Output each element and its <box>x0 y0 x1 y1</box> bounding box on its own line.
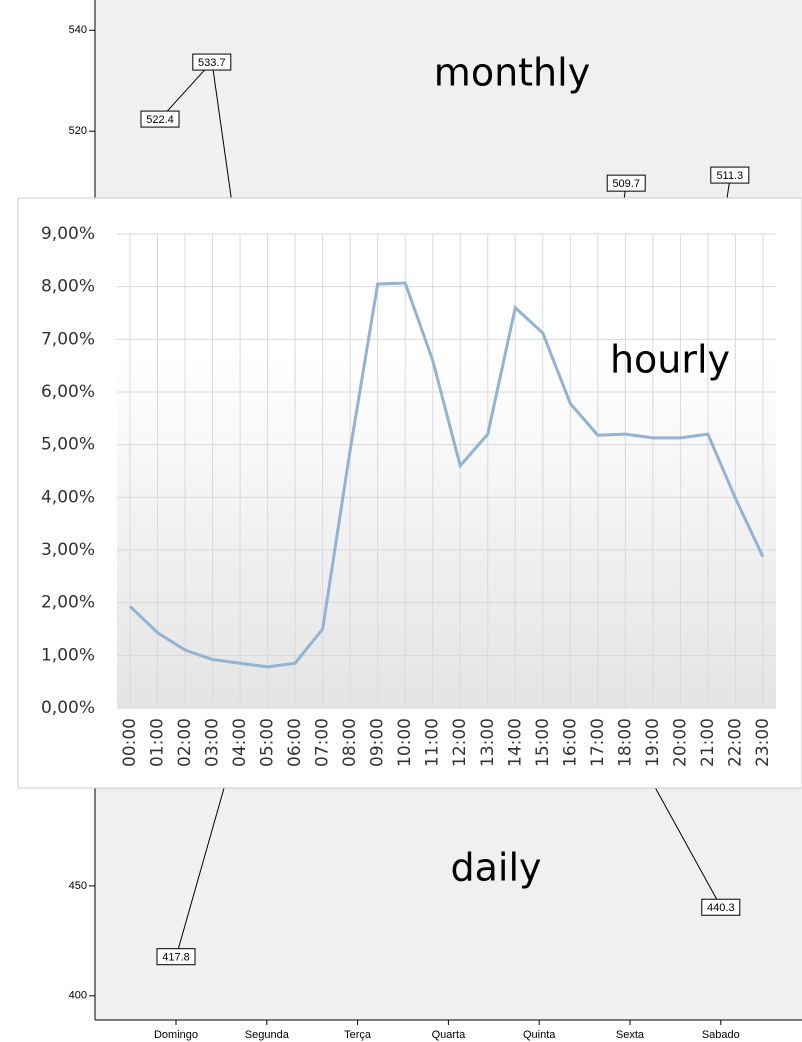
monthly-chart: 520 540 522.4 533.7 509.7 511.3 monthly <box>69 24 750 192</box>
x-tick-label: 12:00 <box>450 718 470 767</box>
x-tick-label: Quarta <box>432 1029 467 1041</box>
x-tick-label: 01:00 <box>148 718 168 767</box>
data-label: 417.8 <box>162 952 190 964</box>
data-label: 522.4 <box>146 114 174 126</box>
data-label-box <box>140 110 180 128</box>
data-label: 511.3 <box>716 170 743 182</box>
chart-title: hourly <box>610 338 730 382</box>
x-tick-label: Quinta <box>523 1029 556 1041</box>
x-tick-label: 02:00 <box>175 718 195 767</box>
y-tick-label: 400 <box>69 990 87 1002</box>
x-tick-label: 20:00 <box>670 718 690 767</box>
x-tick-label: Sexta <box>616 1029 645 1041</box>
y-tick-label: 8,00% <box>41 277 95 297</box>
y-tick-label: 6,00% <box>41 382 95 402</box>
x-tick-label: 04:00 <box>230 718 250 767</box>
x-tick-label: 08:00 <box>340 718 360 767</box>
x-tick-label: 17:00 <box>588 718 608 767</box>
x-tick-label: Sabado <box>702 1029 740 1041</box>
y-tick-label: 7,00% <box>41 329 95 349</box>
x-tick-label: 07:00 <box>313 718 333 767</box>
y-tick-label: 4,00% <box>41 487 95 507</box>
x-tick-label: 10:00 <box>395 718 415 767</box>
hourly-plot-bg <box>117 234 776 708</box>
data-label: 533.7 <box>198 57 226 69</box>
y-tick-label: 9,00% <box>41 224 95 244</box>
x-tick-label: 21:00 <box>698 718 718 767</box>
chart-title: monthly <box>434 51 590 95</box>
x-tick-label: 16:00 <box>560 718 580 767</box>
data-line <box>128 281 765 669</box>
data-label: 440.3 <box>707 902 735 914</box>
x-tick-label: 11:00 <box>423 718 443 767</box>
x-tick-label: Segunda <box>245 1029 290 1041</box>
x-tick-label: 15:00 <box>533 718 553 767</box>
x-tick-label: 05:00 <box>258 718 278 767</box>
x-tick-label: 09:00 <box>368 718 388 767</box>
stub <box>175 759 233 958</box>
y-tick-label: 0,00% <box>41 698 95 718</box>
y-tick-label: 2,00% <box>41 593 95 613</box>
hourly-chart: 0,00% 1,00% 2,00% 3,00% 4,00% 5,00% 6,00% 7,00%… <box>41 224 776 767</box>
x-tick-label: 03:00 <box>203 718 223 767</box>
x-tick-label: 06:00 <box>285 718 305 767</box>
x-tick-label: Domingo <box>154 1029 198 1041</box>
data-label-box <box>192 53 232 71</box>
y-tick-label: 5,00% <box>41 435 95 455</box>
y-tick-label: 540 <box>69 24 87 36</box>
data-label-box <box>156 948 196 966</box>
data-label: 509.7 <box>612 178 640 190</box>
y-tick-label: 1,00% <box>41 645 95 665</box>
y-tick-label: 3,00% <box>41 540 95 560</box>
chart-title: daily <box>450 846 541 890</box>
x-tick-label: 23:00 <box>753 718 773 767</box>
y-tick-label: 520 <box>69 125 87 137</box>
x-tick-label: 13:00 <box>478 718 498 767</box>
daily-chart: 400 450 Domingo Segunda Terça Quarta Quinta Sex… <box>69 846 741 1041</box>
x-tick-label: 19:00 <box>643 718 663 767</box>
y-tick-label: 450 <box>69 880 87 892</box>
x-tick-label: 22:00 <box>725 718 745 767</box>
data-label-box <box>710 166 750 184</box>
x-tick-label: Terça <box>344 1029 372 1041</box>
data-label-box <box>606 174 646 192</box>
x-tick-label: 18:00 <box>615 718 635 767</box>
data-label-box <box>701 898 741 916</box>
x-tick-label: 14:00 <box>505 718 525 767</box>
x-tick-label: 00:00 <box>120 718 140 767</box>
